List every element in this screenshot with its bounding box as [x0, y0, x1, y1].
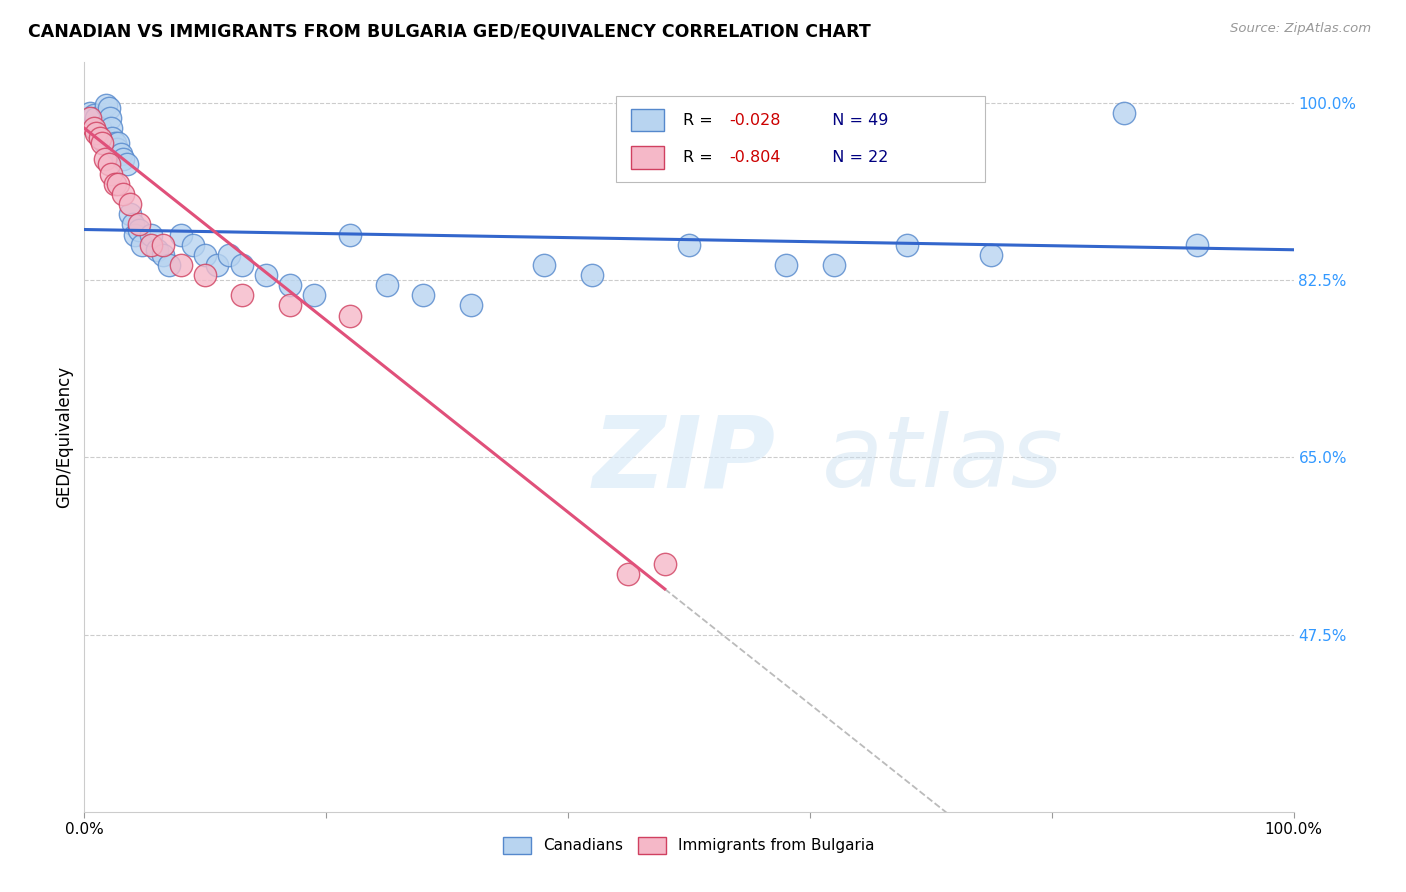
Point: [120, 197, 142, 211]
Point: [124, 227, 146, 242]
Point: [412, 288, 434, 302]
Point: [79, 111, 101, 125]
Point: [97, 157, 120, 171]
Point: [775, 258, 797, 272]
Point: [823, 258, 845, 272]
Point: [533, 258, 555, 272]
Point: [139, 237, 162, 252]
Point: [152, 248, 174, 262]
Point: [375, 278, 398, 293]
Point: [100, 167, 122, 181]
FancyBboxPatch shape: [631, 146, 664, 169]
Point: [91, 131, 114, 145]
Point: [110, 146, 132, 161]
Point: [302, 288, 325, 302]
Text: R =: R =: [683, 150, 718, 165]
Point: [94, 152, 117, 166]
Point: [128, 218, 150, 232]
Text: -0.804: -0.804: [728, 150, 780, 165]
Point: [107, 177, 129, 191]
Point: [107, 136, 129, 151]
Text: N = 49: N = 49: [823, 112, 889, 128]
Point: [89, 131, 111, 145]
Text: R =: R =: [683, 112, 718, 128]
Point: [100, 121, 122, 136]
Y-axis label: GED/Equivalency: GED/Equivalency: [55, 366, 73, 508]
Point: [112, 152, 135, 166]
Text: -0.028: -0.028: [728, 112, 780, 128]
Point: [87, 126, 110, 140]
Point: [170, 258, 193, 272]
Point: [128, 222, 150, 236]
Legend: Canadians, Immigrants from Bulgaria: Canadians, Immigrants from Bulgaria: [498, 830, 880, 860]
Point: [86, 126, 108, 140]
Point: [460, 298, 482, 312]
Point: [86, 111, 108, 125]
Text: ZIP: ZIP: [592, 411, 775, 508]
Point: [121, 218, 143, 232]
Point: [678, 237, 700, 252]
Text: CANADIAN VS IMMIGRANTS FROM BULGARIA GED/EQUIVALENCY CORRELATION CHART: CANADIAN VS IMMIGRANTS FROM BULGARIA GED…: [28, 22, 870, 40]
Point: [654, 557, 676, 571]
Point: [146, 243, 169, 257]
Point: [339, 309, 361, 323]
Point: [94, 98, 117, 112]
Point: [231, 288, 253, 302]
Point: [170, 227, 193, 242]
Point: [278, 298, 301, 312]
Point: [980, 248, 1002, 262]
Point: [339, 227, 361, 242]
Point: [194, 248, 217, 262]
Point: [104, 136, 127, 151]
FancyBboxPatch shape: [631, 109, 664, 131]
Point: [194, 268, 217, 282]
Point: [152, 237, 174, 252]
Point: [79, 106, 101, 120]
Point: [115, 157, 138, 171]
Text: atlas: atlas: [823, 411, 1063, 508]
Point: [89, 121, 111, 136]
Point: [157, 258, 180, 272]
Point: [98, 111, 121, 125]
Point: [83, 108, 105, 122]
Point: [218, 248, 240, 262]
Point: [112, 187, 135, 202]
Point: [617, 566, 640, 581]
Point: [97, 101, 120, 115]
Point: [278, 278, 301, 293]
Text: N = 22: N = 22: [823, 150, 889, 165]
Point: [94, 136, 117, 151]
Point: [91, 136, 114, 151]
Point: [181, 237, 204, 252]
Point: [139, 227, 162, 242]
Point: [896, 237, 918, 252]
Point: [581, 268, 603, 282]
Text: Source: ZipAtlas.com: Source: ZipAtlas.com: [1230, 22, 1371, 36]
Point: [1114, 106, 1136, 120]
Point: [207, 258, 229, 272]
Point: [83, 121, 105, 136]
Point: [104, 177, 127, 191]
Point: [231, 258, 253, 272]
Point: [105, 141, 128, 155]
Point: [101, 131, 124, 145]
Point: [131, 237, 153, 252]
FancyBboxPatch shape: [616, 96, 986, 182]
Point: [1185, 237, 1208, 252]
Point: [120, 207, 142, 221]
Point: [254, 268, 277, 282]
